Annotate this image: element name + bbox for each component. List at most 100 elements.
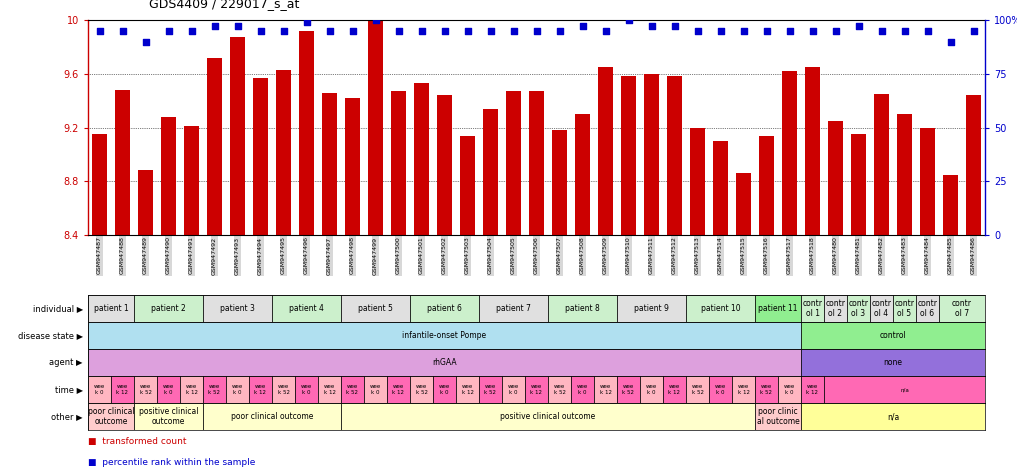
Point: [874, 27, 890, 35]
Point: [896, 27, 912, 35]
Text: wee
k 12: wee k 12: [323, 384, 336, 395]
Text: poor clinical
outcome: poor clinical outcome: [87, 407, 134, 426]
Point: [712, 27, 728, 35]
Bar: [778, 376, 801, 403]
Point: [321, 27, 338, 35]
Bar: [272, 376, 295, 403]
Point: [230, 23, 246, 30]
Point: [298, 18, 314, 26]
Text: wee
k 0: wee k 0: [370, 384, 381, 395]
Text: patient 11: patient 11: [759, 304, 797, 313]
Text: wee
k 52: wee k 52: [553, 384, 565, 395]
Bar: [341, 295, 410, 322]
Text: wee
k 12: wee k 12: [185, 384, 197, 395]
Point: [644, 23, 660, 30]
Point: [413, 27, 429, 35]
Text: wee
k 0: wee k 0: [301, 384, 312, 395]
Point: [965, 27, 981, 35]
Bar: [920, 128, 935, 235]
Text: infantile-onset Pompe: infantile-onset Pompe: [403, 331, 486, 340]
Bar: [897, 114, 912, 235]
Bar: [690, 128, 705, 235]
Bar: [732, 376, 755, 403]
Bar: [387, 376, 410, 403]
Text: contr
ol 6: contr ol 6: [917, 299, 938, 318]
Text: patient 9: patient 9: [634, 304, 669, 313]
Bar: [529, 91, 544, 235]
Bar: [598, 67, 613, 235]
Text: GDS4409 / 229017_s_at: GDS4409 / 229017_s_at: [149, 0, 299, 10]
Point: [919, 27, 936, 35]
Text: wee
k 52: wee k 52: [416, 384, 427, 395]
Text: wee
k 12: wee k 12: [806, 384, 819, 395]
Point: [161, 27, 177, 35]
Point: [436, 27, 453, 35]
Text: control: control: [880, 331, 906, 340]
Text: patient 2: patient 2: [152, 304, 186, 313]
Point: [575, 23, 591, 30]
Bar: [184, 126, 199, 235]
Text: wee
k 52: wee k 52: [622, 384, 635, 395]
Bar: [966, 95, 981, 235]
Point: [943, 38, 959, 46]
Bar: [88, 295, 134, 322]
Bar: [506, 91, 521, 235]
Point: [781, 27, 797, 35]
Bar: [433, 376, 456, 403]
Text: wee
k 52: wee k 52: [208, 384, 221, 395]
Bar: [782, 71, 797, 235]
Bar: [801, 376, 824, 403]
Bar: [456, 376, 479, 403]
Text: ■  percentile rank within the sample: ■ percentile rank within the sample: [88, 458, 255, 467]
Bar: [161, 117, 176, 235]
Bar: [157, 376, 180, 403]
Text: wee
k 0: wee k 0: [507, 384, 519, 395]
Bar: [548, 376, 571, 403]
Point: [460, 27, 476, 35]
Bar: [686, 376, 709, 403]
Text: patient 5: patient 5: [358, 304, 393, 313]
Bar: [272, 295, 341, 322]
Bar: [391, 91, 406, 235]
Point: [735, 27, 752, 35]
Bar: [299, 31, 314, 235]
Bar: [345, 98, 360, 235]
Bar: [759, 136, 774, 235]
Text: agent ▶: agent ▶: [50, 358, 83, 367]
Text: none: none: [884, 358, 902, 367]
Bar: [805, 67, 820, 235]
Bar: [295, 376, 318, 403]
Text: wee
k 12: wee k 12: [462, 384, 474, 395]
Point: [529, 27, 545, 35]
Point: [391, 27, 407, 35]
Point: [92, 27, 108, 35]
Bar: [88, 403, 134, 430]
Text: contr
ol 7: contr ol 7: [952, 299, 972, 318]
Text: wee
k 12: wee k 12: [254, 384, 266, 395]
Bar: [341, 403, 755, 430]
Bar: [134, 295, 203, 322]
Point: [367, 16, 383, 24]
Text: wee
k 52: wee k 52: [761, 384, 773, 395]
Point: [252, 27, 268, 35]
Text: wee
k 0: wee k 0: [439, 384, 451, 395]
Text: patient 1: patient 1: [94, 304, 128, 313]
Bar: [115, 90, 130, 235]
Text: wee
k 0: wee k 0: [646, 384, 657, 395]
Text: wee
k 0: wee k 0: [715, 384, 726, 395]
Bar: [870, 295, 893, 322]
Bar: [203, 403, 341, 430]
Bar: [939, 295, 985, 322]
Bar: [134, 376, 157, 403]
Text: wee
k 52: wee k 52: [484, 384, 496, 395]
Bar: [755, 295, 801, 322]
Bar: [410, 376, 433, 403]
Bar: [483, 109, 498, 235]
Bar: [203, 295, 272, 322]
Point: [345, 27, 361, 35]
Text: positive clinical outcome: positive clinical outcome: [500, 412, 596, 421]
Bar: [548, 295, 617, 322]
Bar: [88, 322, 801, 349]
Bar: [801, 403, 985, 430]
Point: [482, 27, 498, 35]
